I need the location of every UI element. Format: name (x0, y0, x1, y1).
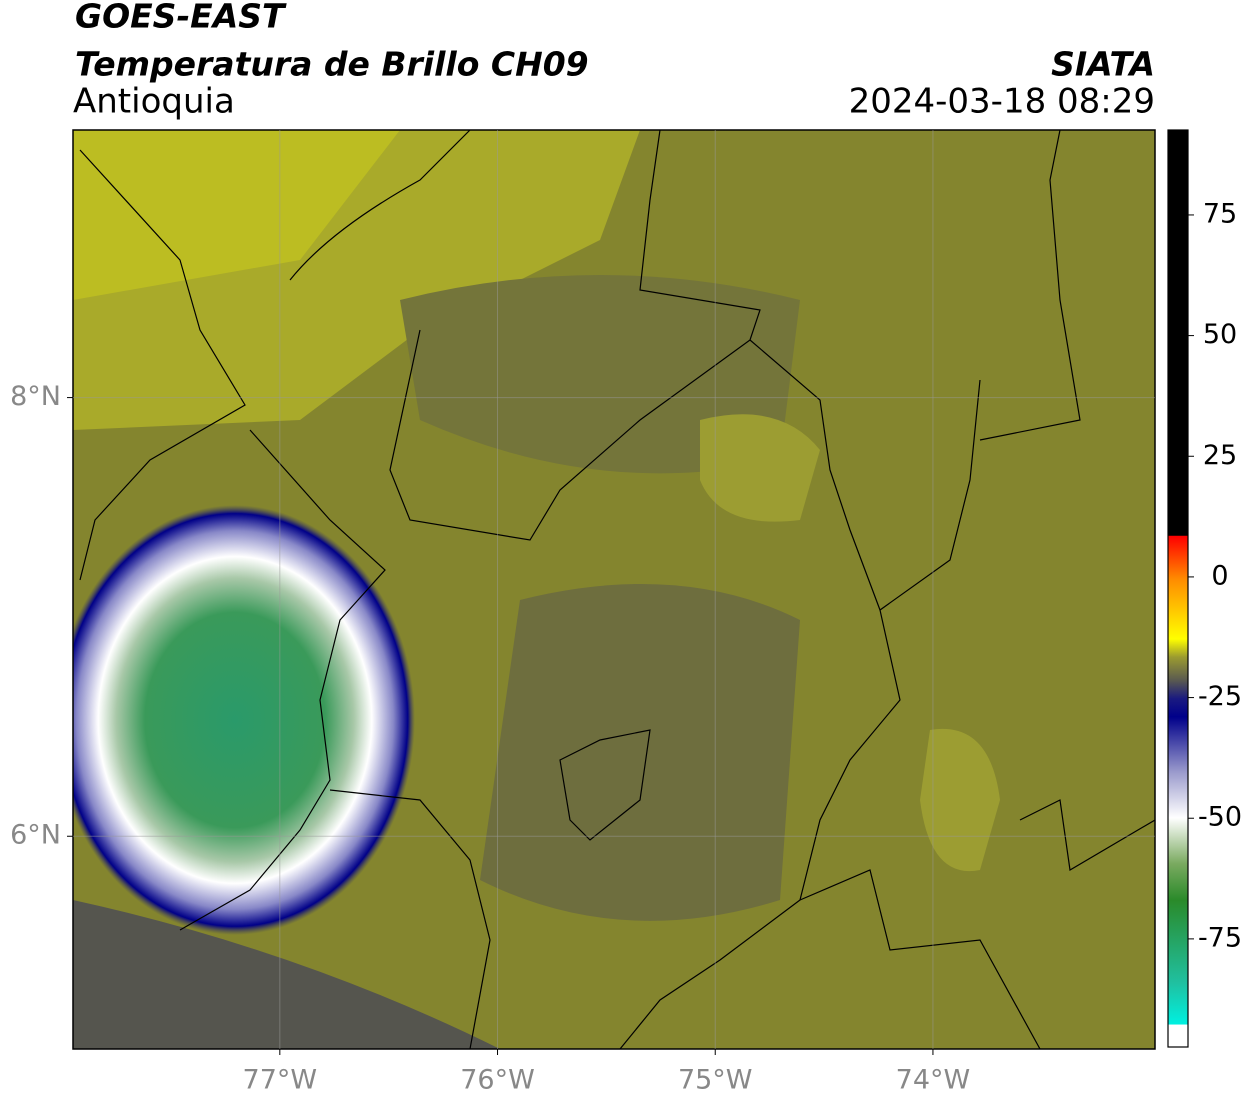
source: SIATA (1051, 45, 1155, 84)
colorbar-tick-label: -25 (1198, 681, 1242, 712)
map-image (73, 130, 1155, 1049)
x-tick-label: 76°W (460, 1065, 535, 1096)
colorbar-tick-label: -75 (1198, 922, 1242, 953)
x-tick-label: 75°W (678, 1065, 753, 1096)
title: GOES-EAST (75, 0, 287, 36)
colorbar-tick-label: -50 (1198, 802, 1242, 833)
region: Antioquia (73, 82, 235, 122)
subtitle: Temperatura de Brillo CH09 (75, 45, 589, 84)
y-tick-label: 8°N (10, 381, 61, 412)
colorbar-tick-label: 25 (1203, 440, 1237, 471)
colorbar-tick-label: 0 (1211, 560, 1228, 591)
y-tick-label: 6°N (10, 820, 61, 851)
map-frame (72, 129, 1156, 1050)
colorbar-tick-label: 50 (1203, 319, 1237, 350)
colorbar (1167, 129, 1189, 1048)
x-tick-label: 77°W (243, 1065, 318, 1096)
colorbar-tick-label: 75 (1203, 198, 1237, 229)
datetime: 2024-03-18 08:29 (849, 82, 1155, 122)
x-tick-label: 74°W (896, 1065, 971, 1096)
